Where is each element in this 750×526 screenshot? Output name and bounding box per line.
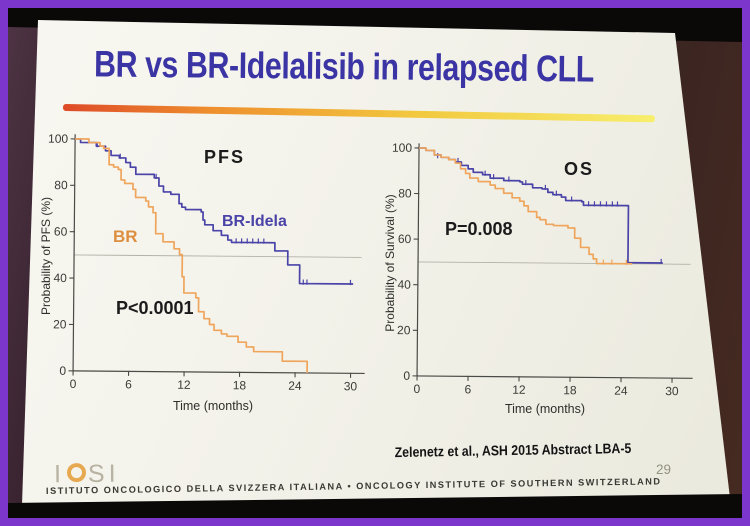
svg-text:20: 20 bbox=[397, 323, 411, 337]
os-kaplan-meier-chart: 0 20 40 60 80 100 0 6 12 18 24 30 bbox=[392, 141, 693, 398]
svg-text:6: 6 bbox=[125, 377, 132, 391]
svg-text:24: 24 bbox=[288, 379, 302, 393]
pfs-x-axis-label: Time (months) bbox=[172, 399, 254, 413]
slide-page-number: 29 bbox=[656, 462, 672, 477]
svg-text:20: 20 bbox=[53, 317, 67, 331]
slide-title: BR vs BR-Idelalisib in relapsed CLL bbox=[93, 43, 595, 90]
svg-text:100: 100 bbox=[48, 132, 68, 146]
pfs-kaplan-meier-chart: 0 20 40 60 80 100 0 6 12 18 24 30 bbox=[48, 132, 365, 393]
svg-text:0: 0 bbox=[59, 364, 66, 378]
pfs-chart-title: PFS bbox=[204, 147, 246, 167]
svg-text:24: 24 bbox=[614, 384, 628, 398]
svg-text:6: 6 bbox=[465, 382, 472, 396]
svg-text:0: 0 bbox=[70, 377, 77, 391]
svg-text:100: 100 bbox=[392, 141, 412, 155]
os-y-axis-label: Probability of Survival (%) bbox=[383, 194, 397, 332]
photo-background: BR vs BR-Idelalisib in relapsed CLL 0 20 4… bbox=[8, 8, 742, 518]
svg-text:60: 60 bbox=[398, 232, 412, 246]
br-series-label: BR bbox=[113, 227, 138, 246]
citation-text: Zelenetz et al., ASH 2015 Abstract LBA-5 bbox=[394, 439, 632, 461]
svg-text:30: 30 bbox=[665, 384, 679, 398]
title-accent-bar bbox=[62, 104, 655, 123]
iosi-logo-letter: S bbox=[87, 459, 109, 488]
svg-text:80: 80 bbox=[398, 186, 412, 200]
os-chart-title: OS bbox=[564, 159, 595, 179]
os-pvalue-annotation: P=0.008 bbox=[445, 219, 513, 239]
institute-footer-text: ISTITUTO ONCOLOGICO DELLA SVIZZERA ITALI… bbox=[45, 476, 662, 496]
svg-text:30: 30 bbox=[344, 379, 358, 393]
svg-text:12: 12 bbox=[512, 383, 526, 397]
svg-text:18: 18 bbox=[233, 378, 247, 392]
svg-text:0: 0 bbox=[403, 369, 410, 383]
svg-text:40: 40 bbox=[397, 278, 411, 292]
iosi-logo: I SI bbox=[53, 459, 120, 489]
br-idela-series-label: BR-Idela bbox=[222, 213, 287, 230]
iosi-logo-letter: I bbox=[108, 459, 120, 488]
svg-text:0: 0 bbox=[414, 382, 421, 396]
svg-text:40: 40 bbox=[53, 271, 67, 285]
svg-text:80: 80 bbox=[54, 178, 68, 192]
iosi-logo-ring-icon bbox=[66, 463, 87, 483]
svg-text:12: 12 bbox=[177, 378, 191, 392]
pfs-pvalue-annotation: P<0.0001 bbox=[116, 298, 194, 318]
svg-text:60: 60 bbox=[54, 225, 68, 239]
pfs-y-axis-label: Probability of PFS (%) bbox=[39, 196, 53, 316]
iosi-logo-letter: I bbox=[53, 460, 66, 489]
svg-text:18: 18 bbox=[563, 383, 577, 397]
os-x-axis-label: Time (months) bbox=[504, 402, 586, 416]
